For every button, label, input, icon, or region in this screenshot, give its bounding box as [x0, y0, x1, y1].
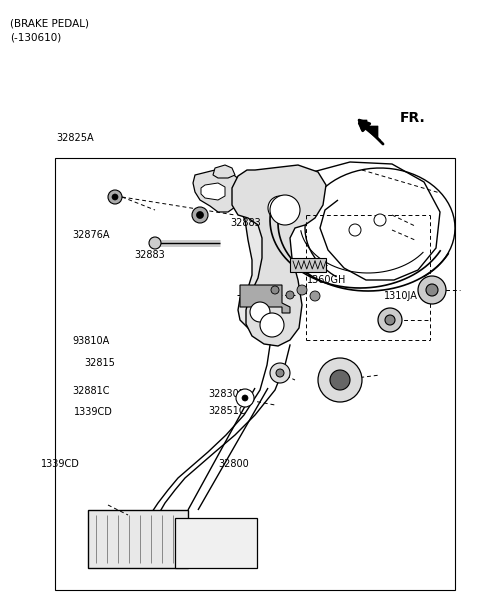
Circle shape: [385, 315, 395, 325]
Circle shape: [112, 194, 118, 200]
Circle shape: [374, 214, 386, 226]
Polygon shape: [232, 165, 326, 346]
Circle shape: [196, 212, 204, 218]
Text: 32883: 32883: [134, 250, 165, 260]
Polygon shape: [213, 165, 235, 178]
Text: 93810A: 93810A: [72, 336, 109, 346]
Circle shape: [149, 237, 161, 249]
Circle shape: [297, 285, 307, 295]
Polygon shape: [238, 170, 305, 330]
Text: 32851C: 32851C: [209, 406, 246, 416]
Circle shape: [286, 291, 294, 299]
Circle shape: [268, 196, 292, 220]
Bar: [55, 158, 455, 590]
Circle shape: [310, 291, 320, 301]
Circle shape: [426, 284, 438, 296]
Text: 1339CD: 1339CD: [74, 407, 113, 417]
Polygon shape: [360, 120, 378, 138]
Text: FR.: FR.: [400, 111, 426, 125]
Circle shape: [271, 286, 279, 294]
Bar: [290, 258, 326, 272]
Bar: [88, 510, 188, 568]
Text: 1310JA: 1310JA: [384, 292, 418, 301]
Text: 1360GH: 1360GH: [307, 275, 347, 285]
Circle shape: [108, 190, 122, 204]
Polygon shape: [201, 183, 225, 200]
Text: 32881C: 32881C: [72, 386, 109, 395]
Text: 1339CD: 1339CD: [41, 459, 80, 469]
Text: 32876A: 32876A: [72, 230, 109, 240]
Circle shape: [260, 313, 284, 337]
Text: 32883: 32883: [230, 218, 261, 228]
Text: 32800: 32800: [218, 459, 249, 469]
Circle shape: [378, 308, 402, 332]
Circle shape: [250, 302, 270, 322]
Polygon shape: [193, 170, 242, 212]
Circle shape: [349, 224, 361, 236]
Text: (-130610): (-130610): [10, 32, 61, 42]
Circle shape: [418, 276, 446, 304]
Text: 32825A: 32825A: [57, 133, 94, 143]
Text: 32830B: 32830B: [209, 389, 246, 399]
Text: 32815: 32815: [84, 358, 115, 368]
Circle shape: [276, 369, 284, 377]
Text: (BRAKE PEDAL): (BRAKE PEDAL): [10, 18, 89, 28]
Polygon shape: [240, 285, 290, 313]
Circle shape: [242, 395, 248, 401]
Circle shape: [318, 358, 362, 402]
Circle shape: [330, 370, 350, 390]
Circle shape: [270, 195, 300, 225]
Circle shape: [192, 207, 208, 223]
Circle shape: [270, 363, 290, 383]
Circle shape: [236, 389, 254, 407]
Bar: [175, 518, 257, 568]
